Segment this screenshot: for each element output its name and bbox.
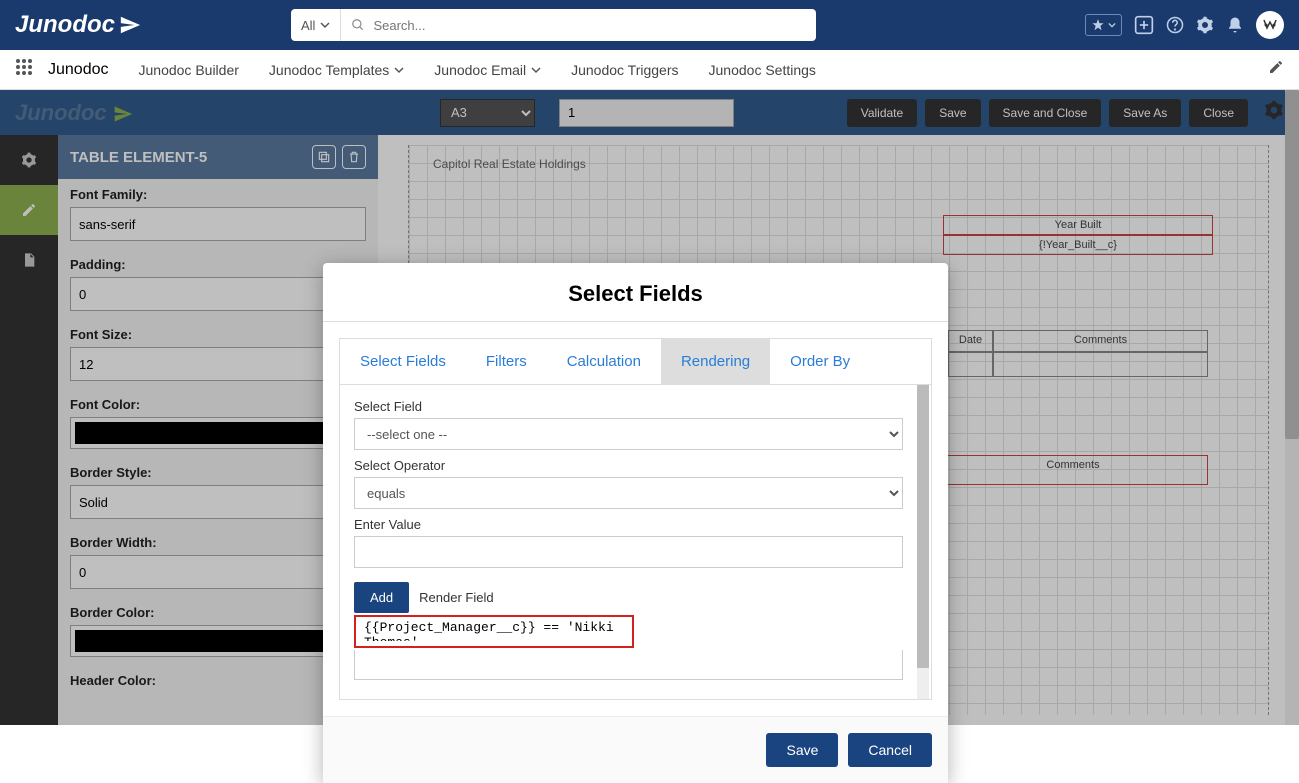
modal-save-button[interactable]: Save (766, 733, 838, 767)
nav-item-settings[interactable]: Junodoc Settings (709, 62, 816, 78)
add-button[interactable] (1134, 15, 1154, 35)
edit-nav-button[interactable] (1268, 59, 1284, 80)
global-search: All (291, 9, 816, 41)
modal-form: Select Field --select one -- Select Oper… (339, 385, 932, 700)
tab-select-fields[interactable]: Select Fields (340, 339, 466, 384)
pencil-icon (1268, 59, 1284, 75)
app-logo: Junodoc (15, 11, 141, 39)
bell-icon (1226, 16, 1244, 34)
chevron-down-icon (1108, 21, 1116, 29)
form-scrollbar[interactable] (917, 385, 929, 699)
render-field-textarea[interactable]: {{Project_Manager__c}} == 'Nikki Thomas' (356, 617, 632, 641)
select-field-dropdown[interactable]: --select one -- (354, 418, 903, 450)
app-launcher[interactable] (15, 58, 33, 81)
star-icon (1091, 18, 1105, 32)
search-icon (351, 18, 365, 32)
form-label: Select Operator (354, 458, 903, 473)
chevron-down-icon (531, 65, 541, 75)
render-field-label: Render Field (419, 590, 493, 605)
tab-rendering[interactable]: Rendering (661, 339, 770, 384)
search-input[interactable] (373, 18, 806, 33)
nav-item-builder[interactable]: Junodoc Builder (139, 62, 239, 78)
app-nav: Junodoc Junodoc Builder Junodoc Template… (0, 50, 1299, 90)
help-button[interactable] (1166, 16, 1184, 34)
render-field-textarea-rest[interactable] (354, 650, 903, 680)
nav-item-templates[interactable]: Junodoc Templates (269, 62, 404, 78)
tab-order-by[interactable]: Order By (770, 339, 870, 384)
gear-icon (1196, 16, 1214, 34)
notifications-button[interactable] (1226, 16, 1244, 34)
enter-value-input[interactable] (354, 536, 903, 568)
select-fields-modal: Select Fields Select Fields Filters Calc… (323, 263, 948, 783)
global-header: Junodoc All (0, 0, 1299, 50)
favorites-dropdown[interactable] (1085, 14, 1122, 36)
nav-title: Junodoc (48, 61, 109, 79)
plus-icon (1134, 15, 1154, 35)
search-scope-dropdown[interactable]: All (291, 9, 341, 41)
apps-grid-icon (15, 58, 33, 76)
modal-tabs: Select Fields Filters Calculation Render… (339, 338, 932, 385)
form-label: Select Field (354, 399, 903, 414)
form-label: Enter Value (354, 517, 903, 532)
chevron-down-icon (320, 20, 330, 30)
nav-item-triggers[interactable]: Junodoc Triggers (571, 62, 678, 78)
modal-cancel-button[interactable]: Cancel (848, 733, 932, 767)
tab-filters[interactable]: Filters (466, 339, 547, 384)
modal-title: Select Fields (323, 263, 948, 322)
avatar-icon (1257, 12, 1283, 38)
chevron-down-icon (394, 65, 404, 75)
nav-item-email[interactable]: Junodoc Email (434, 62, 541, 78)
settings-button[interactable] (1196, 16, 1214, 34)
select-operator-dropdown[interactable]: equals (354, 477, 903, 509)
add-button[interactable]: Add (354, 582, 409, 613)
user-avatar[interactable] (1256, 11, 1284, 39)
tab-calculation[interactable]: Calculation (547, 339, 661, 384)
question-icon (1166, 16, 1184, 34)
paper-plane-icon (119, 14, 141, 36)
